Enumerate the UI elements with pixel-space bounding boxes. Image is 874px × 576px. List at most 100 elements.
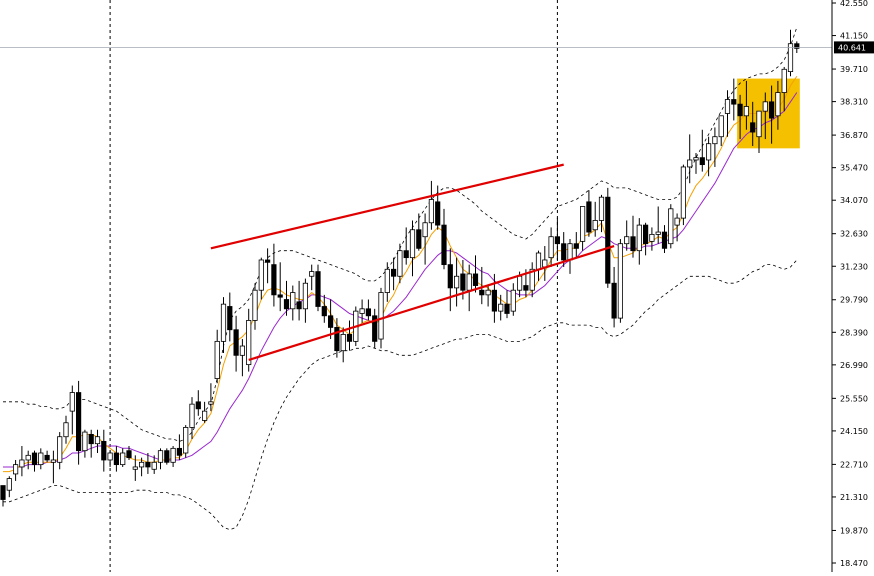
candle-body: [485, 289, 491, 296]
candle-13: [76, 380, 82, 465]
candle-body: [44, 454, 50, 461]
candle-body: [50, 459, 57, 463]
candle-body: [340, 333, 346, 352]
y-tick-label: 18.470: [840, 559, 868, 568]
candle-body: [176, 447, 182, 456]
candle-body: [756, 110, 762, 138]
candle-4: [19, 446, 25, 477]
candle-35: [214, 329, 220, 384]
candle-body: [233, 329, 239, 356]
y-tick-label: 38.310: [840, 98, 868, 107]
candle-body: [712, 136, 718, 145]
candle-body: [668, 208, 674, 245]
candle-28: [170, 446, 176, 467]
candle-77: [479, 266, 485, 305]
candle-body: [586, 201, 592, 233]
candle-body: [283, 299, 290, 310]
y-tick-label: 25.550: [840, 394, 868, 403]
candle-body: [365, 308, 372, 317]
candle-body: [258, 259, 264, 291]
candle-39: [239, 339, 245, 377]
candle-body: [655, 231, 661, 235]
candle-80: [498, 294, 504, 321]
candle-body: [151, 461, 157, 470]
candle-93: [580, 206, 586, 251]
candle-body: [82, 431, 88, 452]
candle-body: [554, 236, 561, 245]
candle-95: [592, 201, 598, 237]
candle-body: [101, 440, 107, 461]
candle-body: [460, 273, 466, 291]
candle-111: [693, 153, 699, 174]
candle-body: [775, 92, 781, 117]
candle-108: [674, 213, 680, 242]
candle-25: [151, 455, 157, 474]
candle-body: [617, 243, 624, 319]
candle-21: [126, 446, 132, 460]
candle-81: [504, 290, 510, 319]
candle-16: [94, 429, 101, 453]
candle-body: [208, 401, 214, 405]
candle-33: [201, 401, 208, 423]
candle-86: [535, 250, 542, 281]
candle-body: [441, 224, 447, 266]
candle-body: [252, 289, 258, 321]
candle-body: [737, 103, 743, 117]
y-tick-label: 22.710: [840, 460, 868, 469]
candle-body: [107, 452, 113, 461]
candle-105: [655, 206, 661, 244]
candle-34: [208, 383, 214, 412]
candle-27: [164, 448, 170, 465]
candle-body: [290, 292, 296, 310]
candle-69: [428, 180, 435, 230]
candle-112: [699, 129, 705, 172]
y-tick-label: 29.790: [840, 296, 868, 305]
candle-body: [422, 222, 428, 238]
candle-body: [397, 250, 403, 277]
candle-63: [390, 257, 397, 291]
candle-10: [57, 432, 63, 470]
candle-45: [277, 262, 283, 312]
candle-126: [787, 29, 794, 77]
candle-body: [12, 464, 19, 475]
candle-body: [636, 224, 642, 252]
candle-body: [731, 99, 737, 105]
candle-20: [120, 448, 126, 467]
candle-66: [409, 220, 416, 277]
candle-7: [38, 448, 44, 470]
candle-body: [31, 452, 38, 466]
y-tick-label: 34.070: [840, 196, 868, 205]
candle-121: [756, 110, 762, 153]
candle-body: [327, 315, 334, 328]
y-tick-label: 26.990: [840, 361, 868, 370]
candle-body: [346, 333, 353, 342]
y-tick-label: 19.870: [840, 526, 868, 535]
candle-76: [472, 255, 479, 293]
candle-55: [340, 327, 346, 363]
candle-body: [598, 196, 605, 221]
candle-67: [416, 213, 422, 251]
candle-body: [201, 410, 208, 421]
trend-channel-layer: [210, 163, 615, 362]
candle-body: [120, 452, 126, 466]
candle-body: [472, 273, 479, 286]
candle-body: [674, 217, 680, 226]
candle-78: [485, 285, 491, 307]
candle-9: [50, 450, 57, 484]
candle-14: [82, 429, 88, 458]
candle-3: [12, 459, 19, 481]
candle-23: [138, 457, 145, 477]
candle-body: [88, 433, 94, 445]
candle-101: [630, 215, 636, 258]
candle-body: [718, 115, 724, 138]
y-tick-label: 41.150: [840, 32, 868, 41]
candle-body: [409, 229, 416, 259]
candle-122: [762, 92, 768, 140]
candle-123: [769, 85, 775, 144]
candle-body: [504, 303, 510, 314]
candle-body: [138, 461, 145, 468]
candle-85: [529, 262, 535, 298]
candle-58: [359, 299, 365, 323]
bollinger-upper-line: [3, 27, 798, 442]
